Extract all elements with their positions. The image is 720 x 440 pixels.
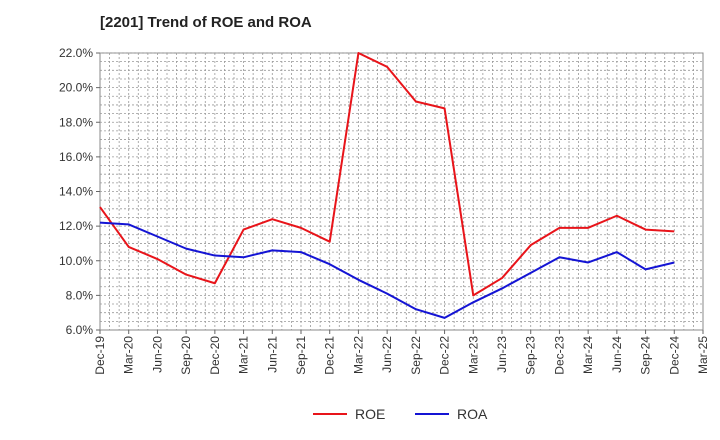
x-tick-label: Sep-20 — [179, 336, 193, 375]
x-tick-label: Mar-20 — [122, 336, 136, 374]
legend-label-roa: ROA — [457, 406, 488, 422]
chart-title: [2201] Trend of ROE and ROA — [100, 14, 312, 31]
x-tick-label: Dec-20 — [208, 336, 222, 375]
x-tick-label: Jun-24 — [610, 336, 624, 373]
x-tick-label: Dec-22 — [438, 336, 452, 375]
x-tick-label: Mar-25 — [696, 336, 710, 374]
legend-label-roe: ROE — [355, 406, 385, 422]
x-tick-label: Sep-24 — [639, 336, 653, 375]
x-tick-label: Dec-19 — [93, 336, 107, 375]
x-tick-label: Jun-23 — [495, 336, 509, 373]
series-line-roe — [99, 52, 675, 297]
y-tick-label: 6.0% — [66, 323, 94, 337]
y-tick-label: 14.0% — [59, 185, 93, 199]
x-tick-label: Jun-21 — [265, 336, 279, 373]
x-tick-label: Sep-23 — [524, 336, 538, 375]
x-tick-label: Mar-22 — [351, 336, 365, 374]
x-tick-label: Sep-22 — [409, 336, 423, 375]
x-tick-label: Mar-24 — [581, 336, 595, 374]
y-tick-label: 10.0% — [59, 254, 93, 268]
series-line-roa — [99, 221, 675, 319]
x-tick-label: Sep-21 — [294, 336, 308, 375]
y-tick-label: 16.0% — [59, 150, 93, 164]
x-tick-label: Jun-20 — [150, 336, 164, 373]
x-tick-label: Dec-24 — [667, 336, 681, 375]
x-tick-label: Mar-21 — [237, 336, 251, 374]
y-tick-label: 20.0% — [59, 81, 93, 95]
y-tick-label: 8.0% — [66, 288, 94, 302]
x-tick-label: Mar-23 — [466, 336, 480, 374]
y-tick-label: 12.0% — [59, 219, 93, 233]
x-tick-label: Dec-21 — [323, 336, 337, 375]
x-tick-label: Jun-22 — [380, 336, 394, 373]
y-tick-label: 18.0% — [59, 115, 93, 129]
x-tick-label: Dec-23 — [552, 336, 566, 375]
y-tick-label: 22.0% — [59, 46, 93, 60]
